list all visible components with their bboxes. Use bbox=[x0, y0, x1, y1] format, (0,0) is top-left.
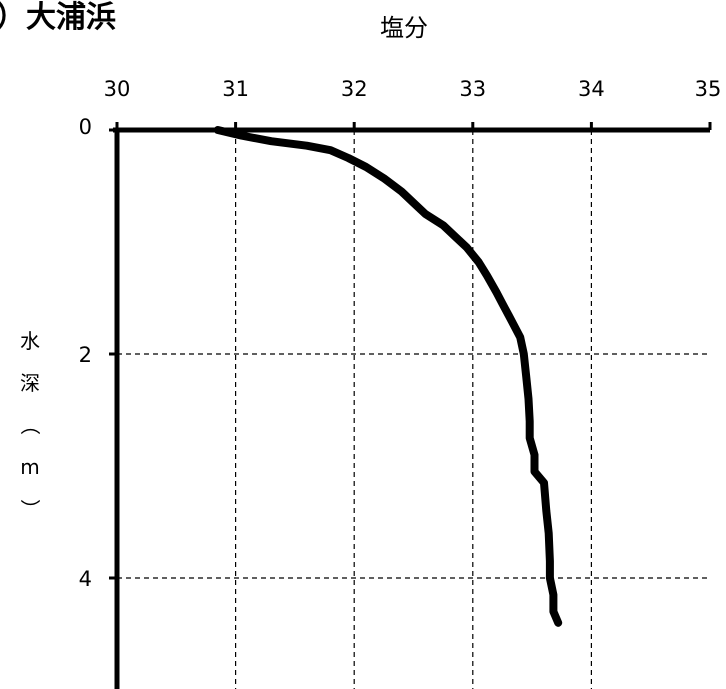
x-tick-label-32: 32 bbox=[341, 77, 368, 101]
x-tick-label-34: 34 bbox=[578, 77, 605, 101]
x-tick-labels: 30 31 32 33 34 35 bbox=[104, 77, 722, 101]
chart-title: ）大浦浜 bbox=[0, 0, 116, 35]
y-axis-title-char: 水 bbox=[20, 329, 40, 353]
y-axis-title-char: （ bbox=[18, 415, 42, 435]
x-tick-label-35: 35 bbox=[695, 77, 722, 101]
x-tick-label-30: 30 bbox=[104, 77, 131, 101]
y-tick-labels: 0 2 4 bbox=[79, 115, 92, 591]
y-axis-title-char: ） bbox=[18, 499, 42, 519]
salinity-profile-line bbox=[213, 126, 563, 627]
y-axis-title-char: m bbox=[20, 455, 39, 479]
x-tick-label-31: 31 bbox=[222, 77, 249, 101]
x-axis-title: 塩分 bbox=[380, 14, 428, 42]
y-tick-label-0: 0 bbox=[79, 115, 92, 139]
plot-frame bbox=[109, 122, 712, 689]
y-axis-title: 水深 （ m ） bbox=[18, 329, 42, 519]
y-tick-label-2: 2 bbox=[79, 343, 92, 367]
grid-lines bbox=[117, 130, 710, 689]
y-tick-label-4: 4 bbox=[79, 567, 92, 591]
y-axis-title-char: 深 bbox=[20, 371, 40, 395]
x-tick-label-33: 33 bbox=[459, 77, 486, 101]
